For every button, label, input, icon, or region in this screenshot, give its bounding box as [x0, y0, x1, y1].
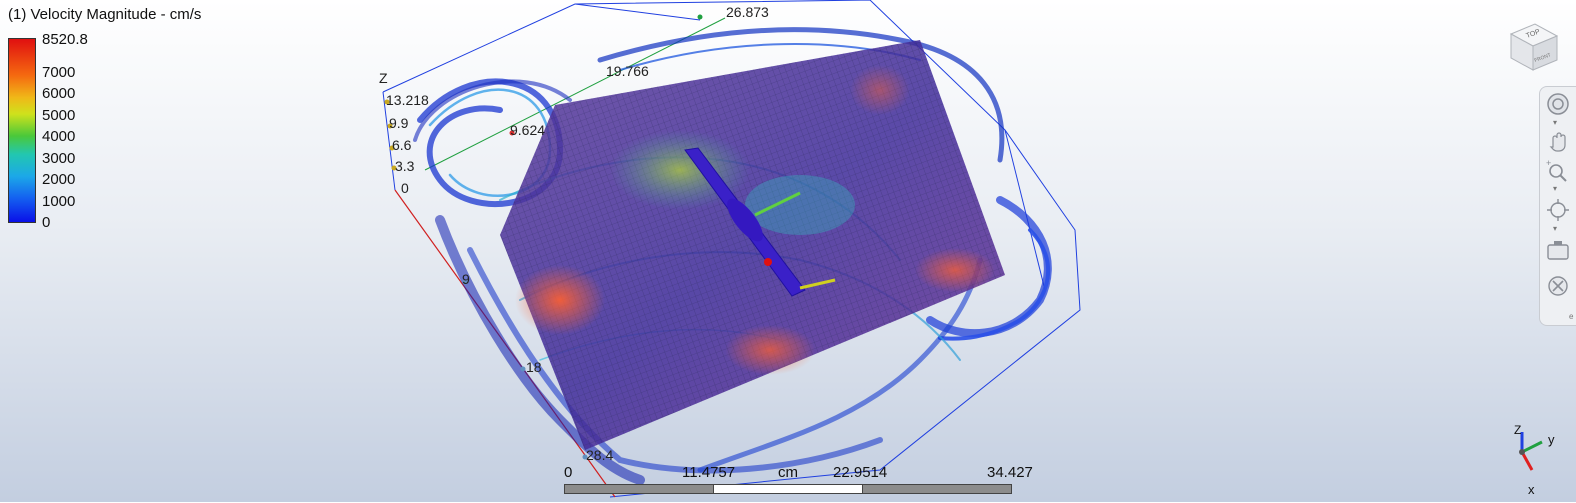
z-value-5: 0 [401, 180, 409, 196]
scale-label-1: 11.4757 [682, 464, 736, 481]
scale-bar-segment-3 [862, 484, 1012, 494]
legend-title: (1) Velocity Magnitude - cm/s [8, 6, 202, 23]
bounding-box [382, 0, 1081, 498]
scale-bar-segment-2 [713, 484, 863, 494]
scale-bar-segment-1 [564, 484, 714, 494]
z-value-2: 9.9 [389, 115, 409, 131]
fit-icon[interactable] [1544, 197, 1572, 223]
z-axis-label: Z [379, 70, 388, 86]
hot-region-top [850, 65, 910, 115]
left-axis-value-1: 9 [462, 271, 470, 287]
z-value-4: 3.3 [395, 158, 415, 174]
zoom-icon[interactable]: + [1544, 157, 1572, 183]
scale-label-3: 34.427 [987, 464, 1033, 481]
probe-point [764, 258, 772, 266]
camera-icon[interactable] [1544, 237, 1572, 263]
top-axis-value: 26.873 [726, 4, 769, 20]
triad-z-label: Z [1514, 423, 1521, 437]
orbit-icon[interactable] [1544, 91, 1572, 117]
legend-tick-0: 0 [42, 214, 51, 231]
hot-region-left [515, 265, 605, 335]
legend-tick-6000: 6000 [42, 85, 76, 102]
scale-label-0: 0 [564, 464, 573, 481]
z-value-3: 6.6 [392, 137, 412, 153]
legend-tick-3000: 3000 [42, 150, 76, 167]
z-value-1: 13.218 [386, 92, 429, 108]
triad-y-label: y [1548, 432, 1555, 447]
mid-axis-value: 19.766 [606, 63, 649, 79]
viewcube-sub-label: FRONT [1534, 52, 1552, 64]
section-icon[interactable] [1544, 273, 1572, 299]
pan-icon[interactable] [1544, 127, 1572, 153]
viewcube[interactable]: TOP FRONT [1505, 18, 1561, 74]
triad-x-label: x [1528, 482, 1535, 497]
viewcube-face-label: TOP [1525, 28, 1541, 40]
inner-axis-value: 9.624 [510, 122, 545, 138]
legend-tick-5000: 5000 [42, 107, 76, 124]
axis-markers [384, 14, 703, 460]
scale-unit: cm [778, 464, 798, 481]
cut-plane [500, 40, 1005, 450]
svg-text:+: + [1546, 158, 1551, 168]
legend-tick-1000: 1000 [42, 193, 76, 210]
left-axis-value-2: 18 [526, 359, 542, 375]
legend-tick-4000: 4000 [42, 128, 76, 145]
scale-label-2: 22.9514 [833, 464, 888, 481]
left-axis-value-3: 28.4 [586, 447, 613, 463]
navigation-toolbar: ▾ + ▾ ▾ e [1539, 86, 1576, 326]
hot-region-bottom [725, 325, 815, 375]
legend-max-label: 8520.8 [42, 31, 88, 48]
legend-tick-2000: 2000 [42, 171, 76, 188]
axis-triad: Z y x [1500, 420, 1570, 498]
legend-tick-7000: 7000 [42, 64, 76, 81]
hot-region-right [915, 248, 995, 292]
color-legend-bar [8, 38, 36, 223]
solid-body [684, 147, 836, 297]
